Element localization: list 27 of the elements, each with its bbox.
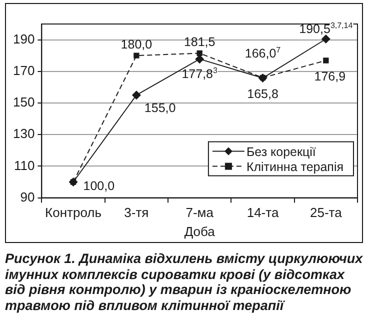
point bbox=[323, 58, 329, 64]
data-label: 181,5 bbox=[184, 35, 216, 50]
point bbox=[134, 52, 140, 58]
y-tick-label: 130 bbox=[12, 126, 35, 142]
x-tick-label: 25-та bbox=[310, 205, 343, 220]
legend-label: Без корекції bbox=[246, 144, 316, 159]
point bbox=[321, 34, 330, 44]
point bbox=[260, 74, 266, 81]
legend-label: Клітинна терапія bbox=[246, 160, 344, 174]
x-tick-label: 14-та bbox=[246, 205, 280, 220]
data-label: 180,0 bbox=[120, 38, 152, 52]
data-label: 155,0 bbox=[144, 101, 176, 116]
data-label: 100,0 bbox=[83, 179, 115, 193]
point bbox=[196, 50, 202, 56]
point bbox=[132, 90, 141, 100]
y-tick-label: 170 bbox=[12, 62, 35, 78]
y-tick-label: 190 bbox=[12, 31, 35, 46]
y-tick-label: 110 bbox=[14, 158, 35, 173]
data-label: 176,9 bbox=[314, 70, 346, 84]
x-tick-label: 3-тя bbox=[124, 205, 149, 220]
y-tick-label: 150 bbox=[12, 94, 35, 110]
x-tick-label: Контроль bbox=[45, 205, 102, 220]
data-label: 165,8 bbox=[247, 87, 278, 102]
x-axis-title: Доба bbox=[184, 224, 216, 239]
y-tick-label: 90 bbox=[20, 189, 35, 204]
text: Рисунок 1. Динаміка відхилень вмісту циркулюючих імунних комплексів сироватки крові (у відсотках від рівня контролю) у тварин із краніоскелетною травмою під впливом клітинної терапії bbox=[5, 251, 364, 313]
x-tick-label: 7-ма bbox=[186, 205, 214, 220]
